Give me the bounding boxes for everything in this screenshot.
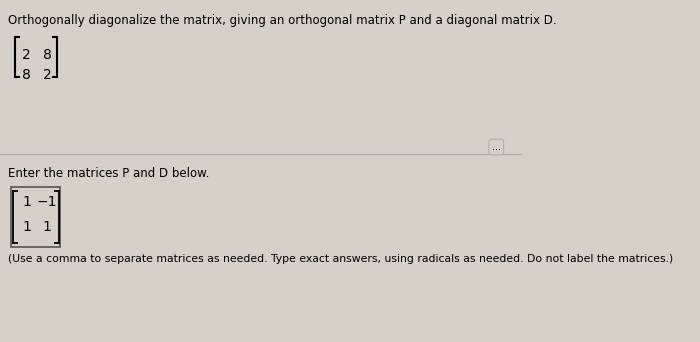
Bar xyxy=(11,187,60,247)
Text: ...: ... xyxy=(492,142,500,152)
Text: 1: 1 xyxy=(43,220,52,234)
Text: 2: 2 xyxy=(43,68,52,82)
Text: 8: 8 xyxy=(22,68,32,82)
Text: 8: 8 xyxy=(43,48,52,62)
Text: 1: 1 xyxy=(22,220,32,234)
Text: 1: 1 xyxy=(22,195,32,209)
Text: (Use a comma to separate matrices as needed. Type exact answers, using radicals : (Use a comma to separate matrices as nee… xyxy=(8,254,673,264)
Text: Orthogonally diagonalize the matrix, giving an orthogonal matrix P and a diagona: Orthogonally diagonalize the matrix, giv… xyxy=(8,14,556,27)
Text: −1: −1 xyxy=(37,195,57,209)
Text: Enter the matrices P and D below.: Enter the matrices P and D below. xyxy=(8,167,209,180)
Text: 2: 2 xyxy=(22,48,32,62)
